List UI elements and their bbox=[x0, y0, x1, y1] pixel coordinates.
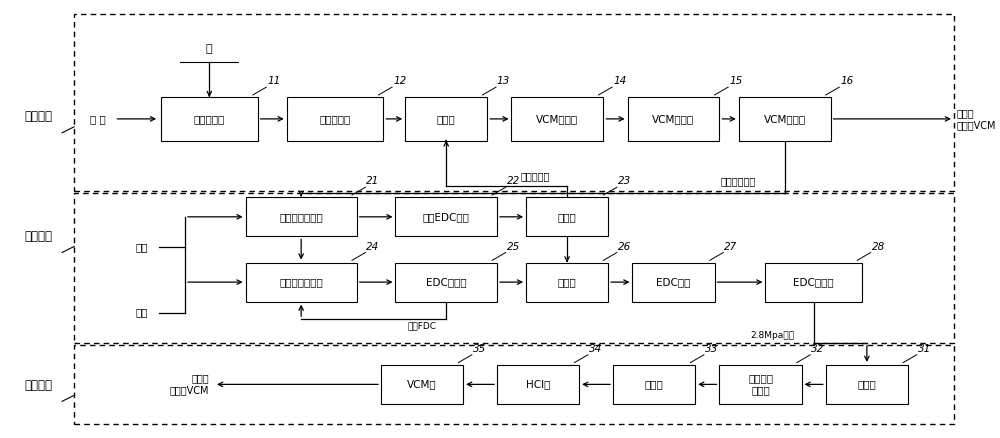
Bar bbox=[497, 365, 579, 404]
Bar bbox=[246, 197, 357, 237]
Text: 第二工段: 第二工段 bbox=[24, 230, 52, 243]
Text: 33: 33 bbox=[705, 344, 718, 354]
Text: 第三工段: 第三工段 bbox=[24, 379, 52, 392]
Text: EDC储罐: EDC储罐 bbox=[656, 277, 691, 287]
Text: 26: 26 bbox=[618, 242, 631, 252]
Text: VCM高沸塔: VCM高沸塔 bbox=[764, 114, 806, 124]
Text: 第一工段: 第一工段 bbox=[24, 110, 52, 123]
Bar bbox=[826, 365, 908, 404]
Text: 乙炔清净塔: 乙炔清净塔 bbox=[319, 114, 351, 124]
Bar bbox=[526, 197, 608, 237]
Bar bbox=[74, 345, 954, 424]
Bar bbox=[161, 97, 258, 141]
Text: 乙炔发生器: 乙炔发生器 bbox=[194, 114, 225, 124]
Text: 精馏高沸残液: 精馏高沸残液 bbox=[720, 177, 756, 186]
Bar bbox=[613, 365, 695, 404]
Text: 循环FDC: 循环FDC bbox=[408, 321, 437, 330]
Text: 湿粗EDC储罐: 湿粗EDC储罐 bbox=[423, 212, 470, 222]
Text: 28: 28 bbox=[872, 242, 885, 252]
Text: 急冷塔: 急冷塔 bbox=[645, 379, 664, 389]
Text: 水: 水 bbox=[206, 45, 213, 54]
Text: 25: 25 bbox=[507, 242, 520, 252]
Bar bbox=[526, 262, 608, 302]
Bar bbox=[632, 262, 715, 302]
Text: VCM塔: VCM塔 bbox=[407, 379, 437, 389]
Text: 氯化氢气体: 氯化氢气体 bbox=[521, 171, 550, 181]
Text: 32: 32 bbox=[811, 344, 825, 354]
Text: EDC汽化器: EDC汽化器 bbox=[793, 277, 834, 287]
Text: 干燥塔: 干燥塔 bbox=[558, 212, 576, 222]
Text: HCl塔: HCl塔 bbox=[526, 379, 550, 389]
Text: 副产蒸汽
换热器: 副产蒸汽 换热器 bbox=[748, 374, 773, 395]
Text: VCM低沸塔: VCM低沸塔 bbox=[652, 114, 695, 124]
Text: 混合器: 混合器 bbox=[437, 114, 456, 124]
Bar bbox=[511, 97, 603, 141]
Text: 乙烯: 乙烯 bbox=[135, 242, 148, 252]
Text: 35: 35 bbox=[473, 344, 486, 354]
Bar bbox=[246, 262, 357, 302]
Text: 22: 22 bbox=[507, 177, 520, 186]
Text: 11: 11 bbox=[267, 76, 281, 86]
Text: 电石法
聚合级VCM: 电石法 聚合级VCM bbox=[957, 108, 996, 130]
Text: 乙烯法
聚合级VCM: 乙烯法 聚合级VCM bbox=[170, 374, 209, 395]
Text: 氯气: 氯气 bbox=[135, 307, 148, 318]
Bar bbox=[74, 14, 954, 191]
Bar bbox=[739, 97, 831, 141]
Text: 21: 21 bbox=[366, 177, 380, 186]
Text: 低温氯化反应器: 低温氯化反应器 bbox=[279, 212, 323, 222]
Text: 14: 14 bbox=[613, 76, 626, 86]
Text: 真空塔: 真空塔 bbox=[558, 277, 576, 287]
Text: 34: 34 bbox=[589, 344, 602, 354]
Text: 15: 15 bbox=[729, 76, 742, 86]
Bar bbox=[719, 365, 802, 404]
Bar bbox=[395, 262, 497, 302]
Text: 23: 23 bbox=[618, 177, 631, 186]
Text: 16: 16 bbox=[840, 76, 854, 86]
Bar bbox=[765, 262, 862, 302]
Text: 31: 31 bbox=[918, 344, 931, 354]
Bar bbox=[395, 197, 497, 237]
Text: 电 石: 电 石 bbox=[90, 114, 106, 124]
Bar bbox=[287, 97, 383, 141]
Bar bbox=[405, 97, 487, 141]
Text: 13: 13 bbox=[497, 76, 510, 86]
Text: 12: 12 bbox=[393, 76, 406, 86]
Text: EDC高沸塔: EDC高沸塔 bbox=[426, 277, 467, 287]
Bar bbox=[628, 97, 719, 141]
Bar bbox=[74, 193, 954, 343]
Text: VCM转化器: VCM转化器 bbox=[536, 114, 578, 124]
Text: 裂解炉: 裂解炉 bbox=[857, 379, 876, 389]
Text: 高温氯化反应器: 高温氯化反应器 bbox=[279, 277, 323, 287]
Text: 2.8Mpa蒸汽: 2.8Mpa蒸汽 bbox=[750, 331, 794, 339]
Text: 27: 27 bbox=[724, 242, 737, 252]
Bar bbox=[381, 365, 463, 404]
Text: 24: 24 bbox=[366, 242, 380, 252]
